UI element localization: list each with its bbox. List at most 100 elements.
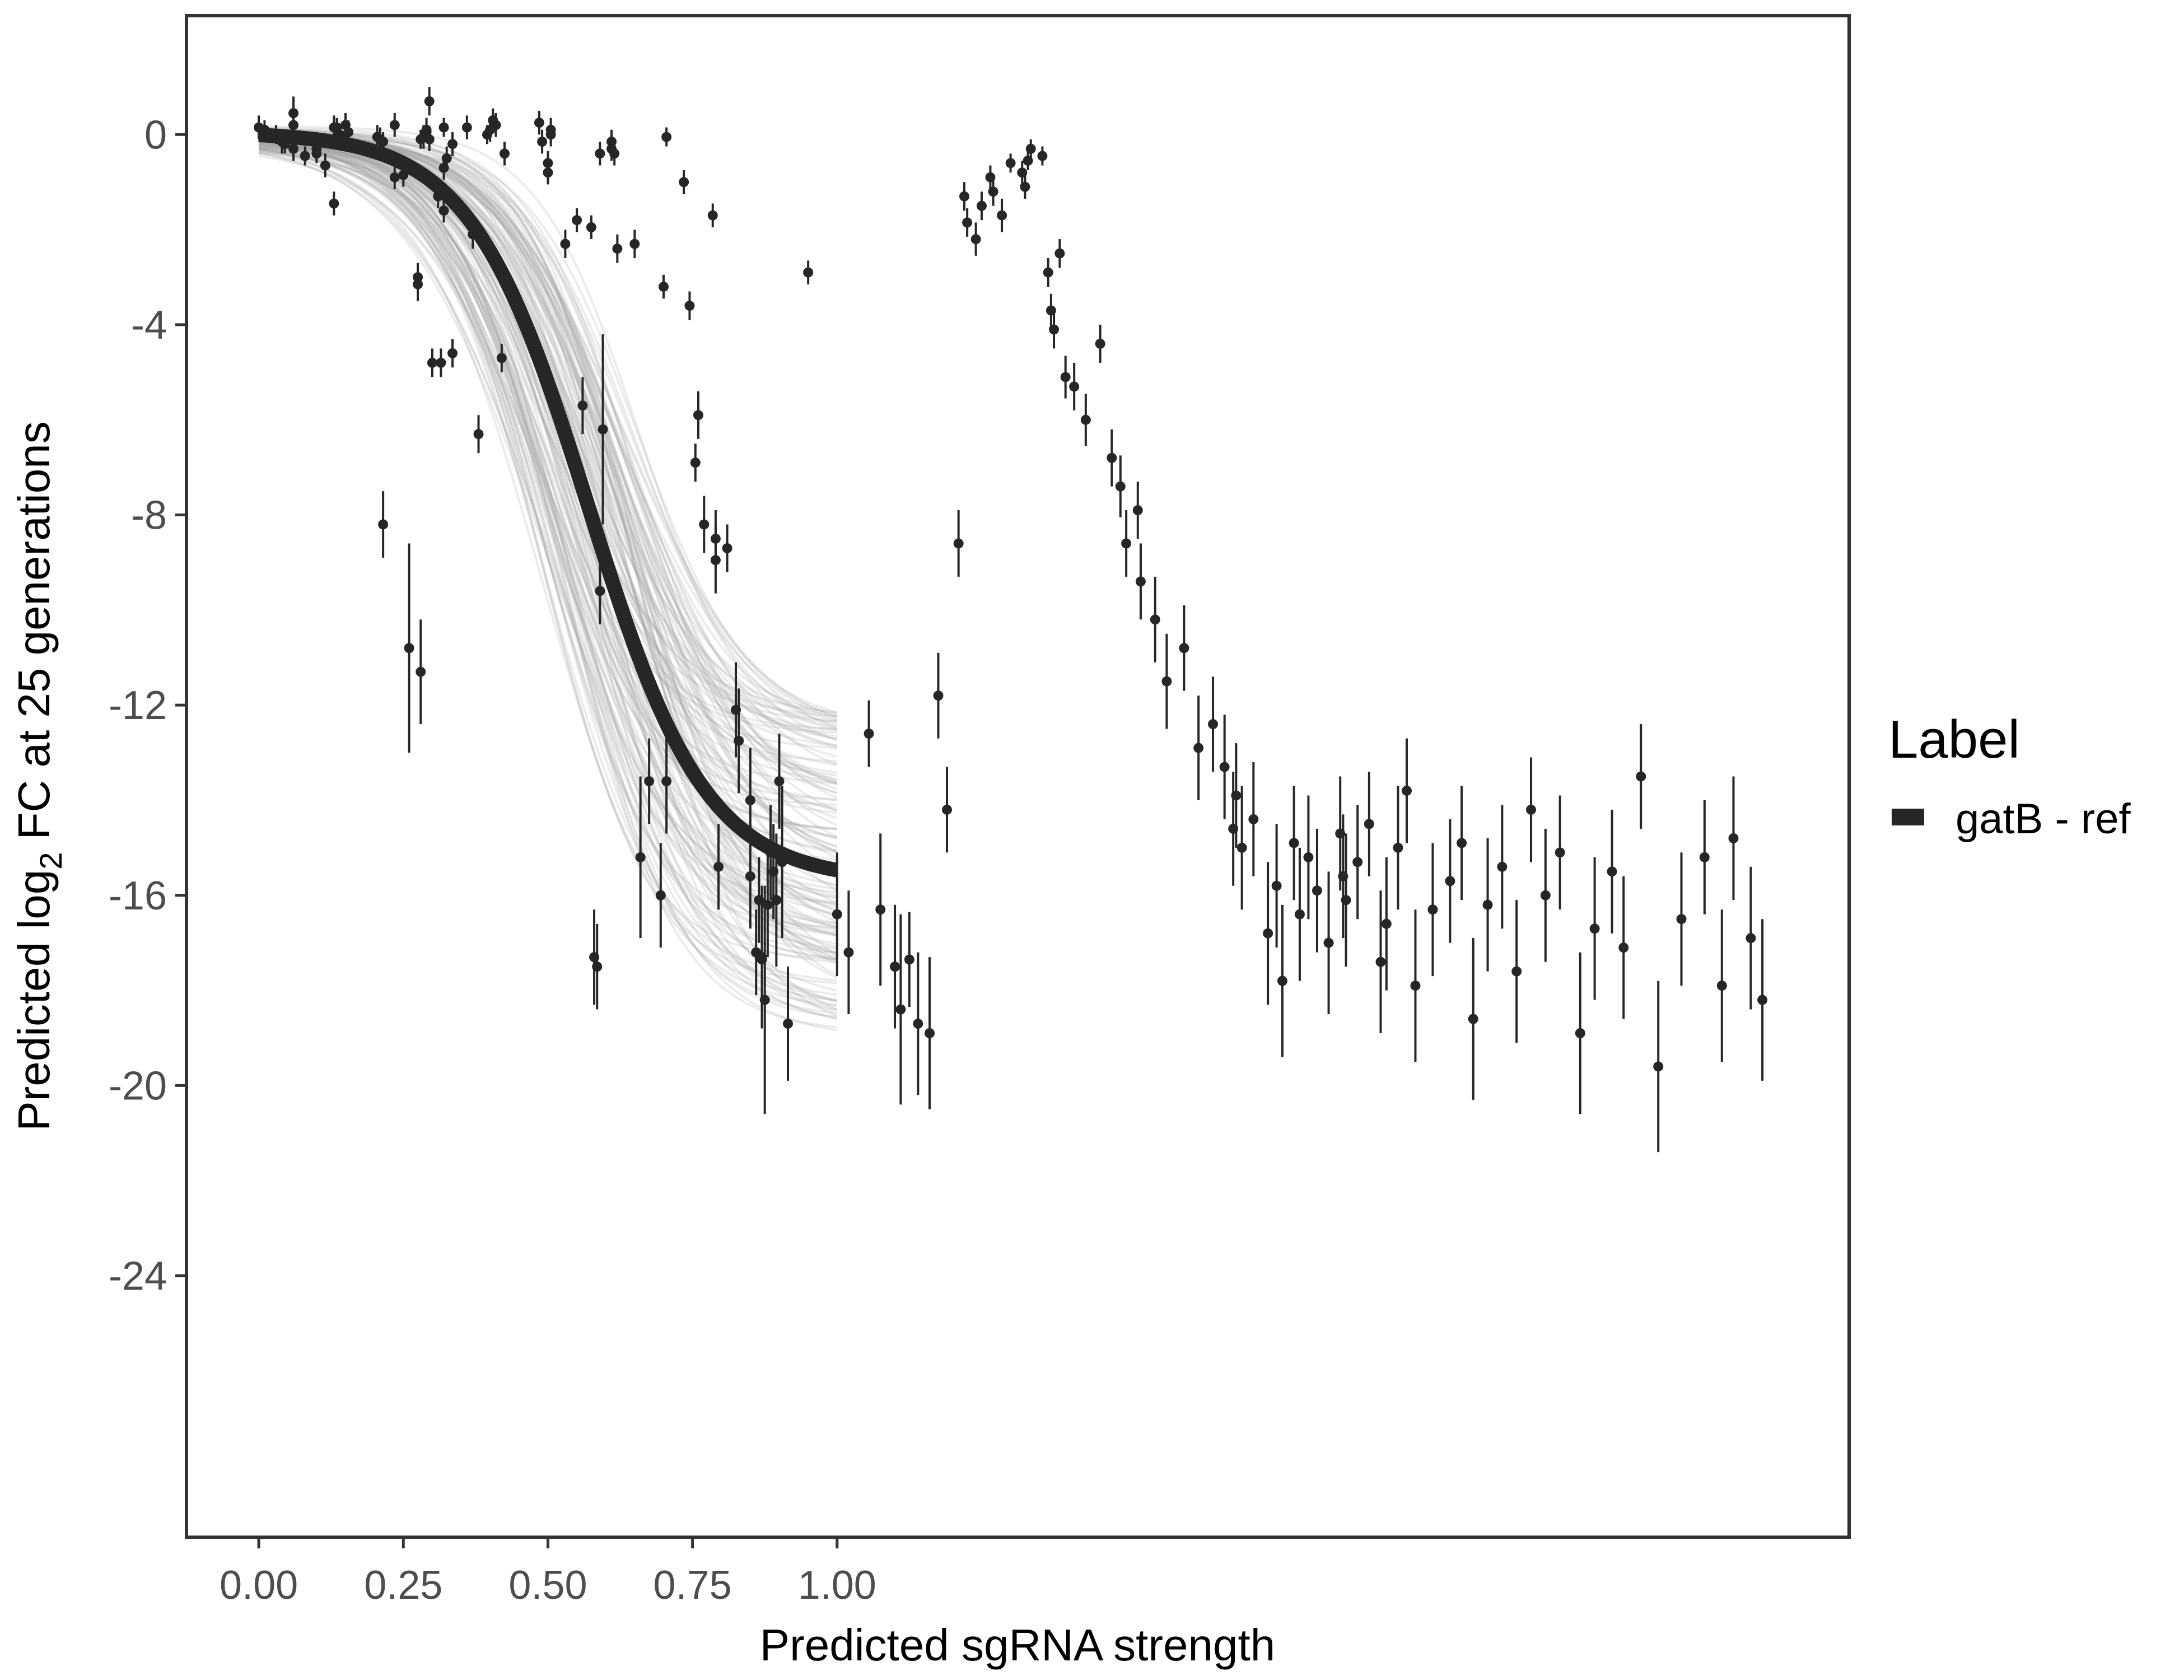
data-point	[447, 348, 458, 358]
data-point	[543, 158, 553, 169]
posterior-draw	[258, 147, 838, 925]
posterior-draw	[258, 151, 838, 906]
data-point	[970, 234, 981, 245]
data-point	[1618, 942, 1629, 953]
data-point	[1219, 762, 1230, 772]
data-point	[577, 400, 588, 411]
data-point	[959, 191, 969, 202]
data-point	[635, 852, 646, 862]
data-point	[473, 429, 484, 440]
posterior-draw	[259, 144, 837, 806]
posterior-draw	[258, 152, 838, 1007]
data-point	[1804, 0, 1814, 5]
data-point	[1069, 381, 1080, 392]
posterior-draw	[258, 140, 838, 915]
data-point	[491, 120, 501, 130]
posterior-draw	[258, 142, 838, 766]
data-point	[953, 538, 964, 549]
y-tick-label: -20	[109, 1063, 167, 1108]
data-point	[1699, 852, 1710, 862]
data-point	[1445, 876, 1455, 886]
data-point	[843, 947, 854, 958]
fit-curve	[258, 128, 839, 878]
y-axis-title-main: Predicted log	[9, 870, 59, 1131]
posterior-draw	[258, 144, 837, 982]
data-point	[933, 690, 944, 701]
data-point	[690, 458, 701, 468]
data-point	[572, 215, 582, 226]
data-point	[378, 137, 389, 147]
x-axis-title: Predicted sgRNA strength	[760, 1620, 1275, 1670]
posterior-draw	[258, 151, 838, 955]
data-point	[441, 153, 452, 164]
posterior-draw	[258, 136, 838, 962]
y-tick-label: -4	[131, 303, 167, 348]
data-point	[1303, 852, 1314, 862]
posterior-draw	[258, 145, 837, 904]
data-point	[438, 122, 449, 133]
data-point	[560, 239, 571, 249]
posterior-draw	[258, 139, 838, 890]
posterior-draw	[259, 127, 838, 848]
data-point	[300, 151, 310, 161]
legend-label-gatb-ref: gatB - ref	[1956, 795, 2131, 843]
data-point	[1780, 0, 1790, 5]
posterior-draw	[258, 136, 837, 801]
data-point	[534, 118, 544, 128]
posterior-draw	[259, 131, 838, 786]
data-point	[499, 148, 510, 159]
x-tick-label: 0.75	[654, 1563, 732, 1608]
y-tick-label: -24	[109, 1254, 167, 1299]
data-point	[1352, 857, 1363, 867]
data-point	[598, 424, 608, 435]
data-point	[864, 729, 874, 739]
posterior-draw	[259, 129, 838, 917]
data-point	[1575, 1028, 1585, 1038]
data-point	[1716, 981, 1727, 991]
data-point	[537, 137, 548, 147]
data-point	[1312, 885, 1322, 896]
posterior-draw	[258, 141, 838, 928]
data-point	[416, 666, 426, 677]
data-point	[1294, 909, 1305, 920]
data-point	[343, 127, 354, 138]
posterior-draw	[258, 144, 837, 723]
y-tick-label: -8	[131, 493, 167, 538]
data-point	[713, 861, 724, 872]
data-point	[1271, 880, 1282, 891]
data-point	[1107, 452, 1117, 463]
data-point	[592, 962, 603, 972]
data-point	[655, 890, 666, 900]
posterior-draw	[258, 152, 838, 954]
data-point	[1410, 981, 1421, 991]
legend-key-gatb-ref	[1892, 809, 1924, 825]
data-point	[424, 134, 435, 144]
data-point	[1115, 481, 1126, 492]
data-point	[734, 735, 744, 746]
data-point	[1341, 895, 1351, 906]
data-point	[1482, 899, 1493, 910]
data-point	[1135, 576, 1146, 587]
posterior-draw	[259, 131, 838, 930]
y-axis-title-subscript: 2	[33, 852, 68, 870]
data-point	[693, 410, 703, 421]
data-point	[1080, 414, 1091, 425]
data-point	[644, 776, 655, 786]
data-point	[771, 895, 782, 906]
posterior-draw	[258, 141, 837, 830]
x-tick-label: 0.50	[508, 1563, 587, 1608]
posterior-draw	[259, 129, 838, 794]
data-point	[997, 210, 1007, 221]
data-point	[378, 519, 389, 530]
posterior-draw	[258, 148, 838, 1020]
data-point	[496, 353, 507, 363]
posterior-draw	[259, 125, 838, 726]
data-point	[1161, 676, 1172, 687]
data-point	[447, 139, 458, 150]
data-point	[1636, 771, 1646, 782]
data-point	[890, 962, 900, 972]
posterior-draw	[258, 134, 837, 893]
data-point	[962, 217, 973, 228]
posterior-draw	[258, 139, 838, 1002]
x-tick-label: 1.00	[798, 1563, 876, 1608]
